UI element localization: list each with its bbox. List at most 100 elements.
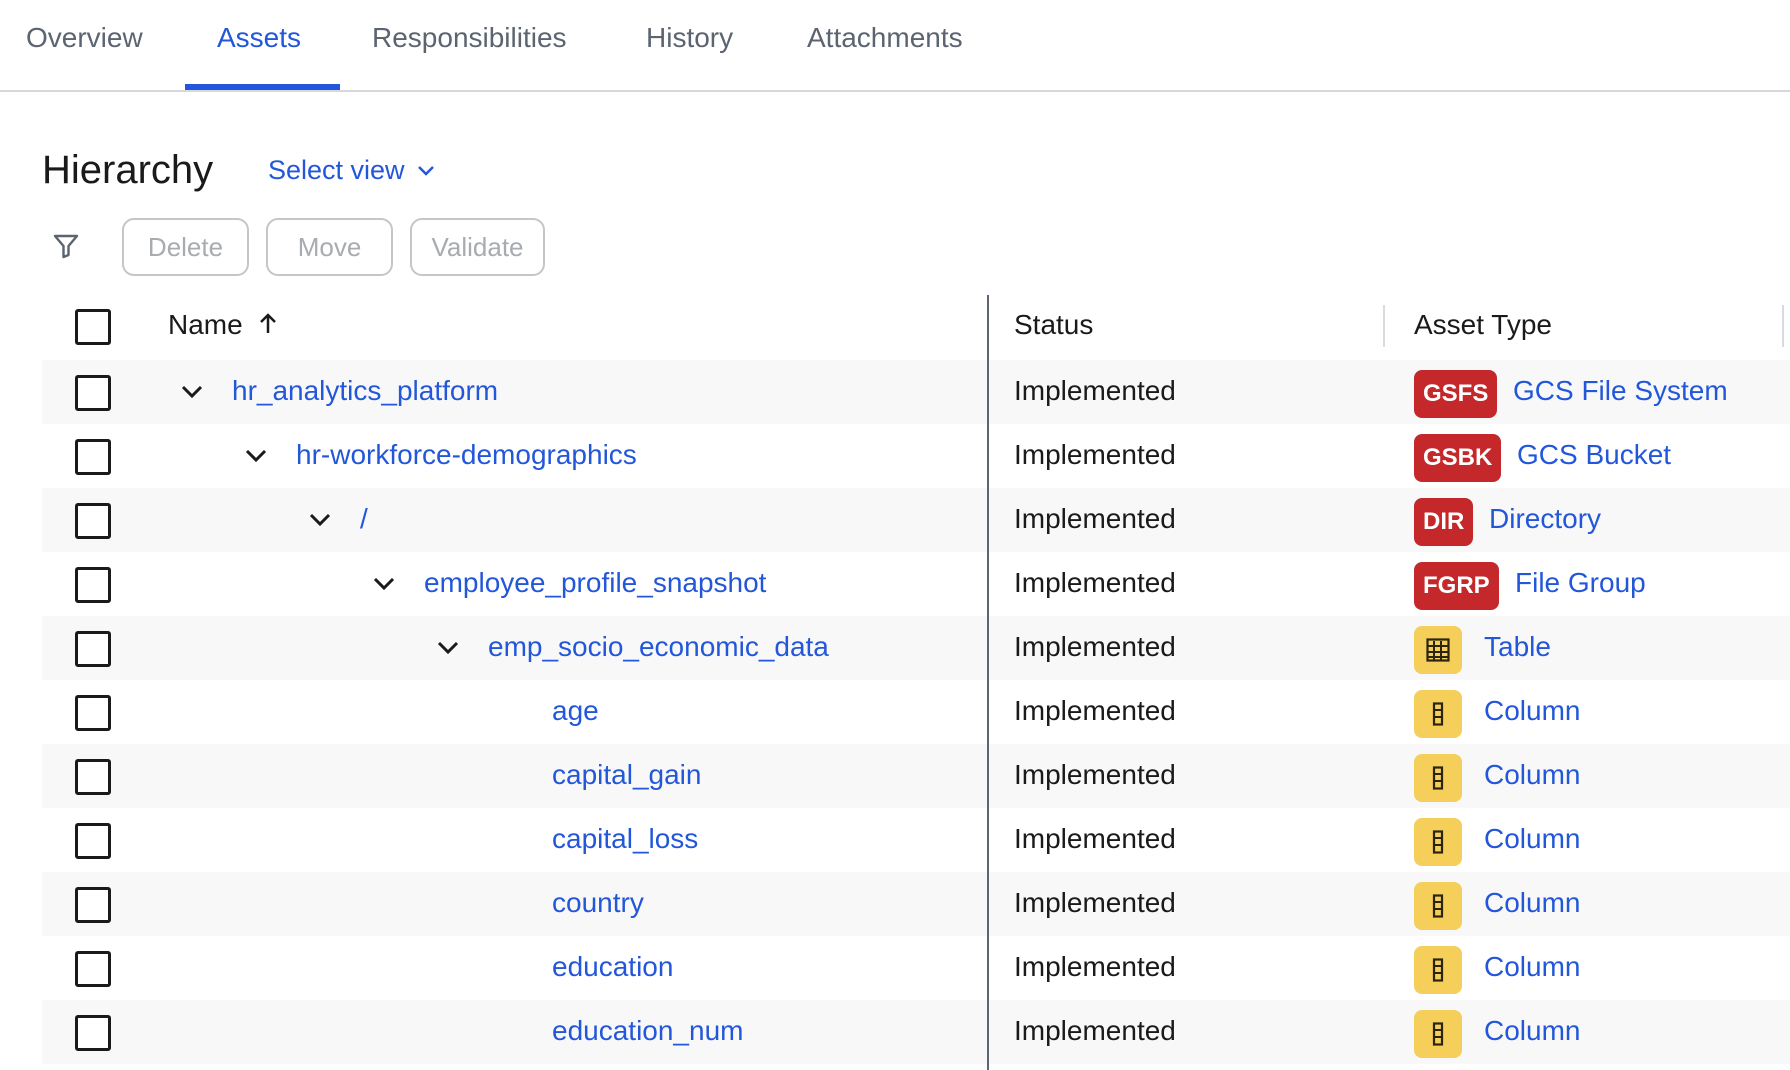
page-title: Hierarchy (42, 148, 214, 192)
status-column-header[interactable]: Status (1014, 309, 1094, 340)
column-icon (1432, 1022, 1444, 1046)
status-value: Implemented (1014, 823, 1176, 854)
asset-name-link[interactable]: capital_gain (552, 759, 702, 790)
chevron-down-icon[interactable] (242, 442, 270, 470)
select-view-label: Select view (268, 155, 405, 185)
status-value: Implemented (1014, 567, 1176, 598)
asset-type-badge: GSFS (1414, 370, 1498, 418)
row-checkbox[interactable] (75, 887, 111, 923)
asset-name-link[interactable]: education (552, 951, 674, 982)
row-checkbox[interactable] (75, 951, 111, 987)
validate-button[interactable]: Validate (410, 218, 545, 276)
asset-name-link[interactable]: country (552, 887, 644, 918)
status-value: Implemented (1014, 439, 1176, 470)
asset-type-badge (1414, 818, 1462, 866)
asset-type-link[interactable]: Column (1484, 951, 1581, 982)
asset-name-link[interactable]: education_num (552, 1015, 744, 1046)
hierarchy-table: Name Status Asset Type hr_analytics_plat… (42, 295, 1790, 1070)
asset-name-link[interactable]: emp_socio_economic_data (488, 631, 829, 662)
select-all-checkbox[interactable] (75, 309, 111, 345)
asset-name-link[interactable]: age (552, 695, 599, 726)
row-checkbox[interactable] (75, 375, 111, 411)
table-row[interactable]: / Implemented DIR Directory (42, 488, 1790, 552)
asset-type-badge (1414, 754, 1462, 802)
column-resize-handle[interactable] (1782, 305, 1784, 347)
asset-type-badge: GSBK (1414, 434, 1502, 482)
chevron-down-icon[interactable] (434, 634, 462, 662)
active-tab-indicator (185, 84, 340, 90)
asset-type-badge: FGRP (1414, 562, 1499, 610)
table-icon (1426, 638, 1450, 662)
tab-attachments[interactable]: Attachments (807, 22, 963, 53)
column-icon (1432, 958, 1444, 982)
status-value: Implemented (1014, 375, 1176, 406)
select-view-dropdown[interactable]: Select view (268, 155, 435, 186)
sort-ascending-icon (260, 313, 277, 333)
status-value: Implemented (1014, 1015, 1176, 1046)
asset-type-column-header[interactable]: Asset Type (1414, 309, 1553, 340)
table-row[interactable]: emp_socio_economic_data Implemented Table (42, 616, 1790, 680)
row-checkbox[interactable] (75, 503, 111, 539)
asset-type-link[interactable]: GCS File System (1513, 375, 1728, 406)
asset-type-link[interactable]: Column (1484, 759, 1581, 790)
asset-name-link[interactable]: hr-workforce-demographics (296, 439, 637, 470)
row-checkbox[interactable] (75, 823, 111, 859)
chevron-down-icon[interactable] (178, 378, 206, 406)
table-header: Name Status Asset Type (42, 295, 1790, 360)
table-row[interactable]: capital_loss Implemented Column (42, 808, 1790, 872)
status-value: Implemented (1014, 631, 1176, 662)
asset-type-link[interactable]: Column (1484, 823, 1581, 854)
asset-type-link[interactable]: Column (1484, 1015, 1581, 1046)
table-row[interactable]: age Implemented Column (42, 680, 1790, 744)
row-checkbox[interactable] (75, 567, 111, 603)
asset-type-link[interactable]: Column (1484, 695, 1581, 726)
name-column-header[interactable]: Name (168, 309, 280, 341)
tab-responsibilities[interactable]: Responsibilities (372, 22, 567, 53)
row-checkbox[interactable] (75, 1015, 111, 1051)
row-checkbox[interactable] (75, 439, 111, 475)
asset-name-link[interactable]: hr_analytics_platform (232, 375, 499, 406)
table-row[interactable]: country Implemented Column (42, 872, 1790, 936)
asset-type-badge (1414, 690, 1462, 738)
table-row[interactable]: education Implemented Column (42, 936, 1790, 1000)
filter-icon[interactable] (52, 232, 80, 260)
column-icon (1432, 894, 1444, 918)
tab-bar: Overview Assets Responsibilities History… (0, 0, 1790, 92)
asset-type-badge (1414, 626, 1462, 674)
row-checkbox[interactable] (75, 695, 111, 731)
tab-assets[interactable]: Assets (217, 22, 302, 53)
table-row[interactable]: capital_gain Implemented Column (42, 744, 1790, 808)
name-header-label: Name (168, 309, 243, 340)
table-row[interactable]: education_num Implemented Column (42, 1000, 1790, 1064)
column-icon (1432, 702, 1444, 726)
table-row[interactable]: employee_profile_snapshot Implemented FGRP… (42, 552, 1790, 616)
asset-type-badge: DIR (1414, 498, 1474, 546)
status-value: Implemented (1014, 503, 1176, 534)
column-icon (1432, 766, 1444, 790)
chevron-down-icon[interactable] (370, 570, 398, 598)
status-value: Implemented (1014, 695, 1176, 726)
asset-type-link[interactable]: File Group (1515, 567, 1646, 598)
status-value: Implemented (1014, 951, 1176, 982)
row-checkbox[interactable] (75, 759, 111, 795)
column-divider[interactable] (987, 295, 989, 1070)
chevron-down-icon (417, 165, 434, 176)
asset-type-badge (1414, 1010, 1462, 1058)
asset-name-link[interactable]: capital_loss (552, 823, 699, 854)
chevron-down-icon[interactable] (306, 506, 334, 534)
asset-name-link[interactable]: / (360, 503, 368, 534)
column-icon (1432, 830, 1444, 854)
asset-type-link[interactable]: Column (1484, 887, 1581, 918)
tab-history[interactable]: History (646, 22, 734, 53)
table-row[interactable]: hr_analytics_platform Implemented GSFS GCS … (42, 360, 1790, 424)
asset-name-link[interactable]: employee_profile_snapshot (424, 567, 767, 598)
tab-overview[interactable]: Overview (26, 22, 143, 53)
column-resize-handle[interactable] (1383, 305, 1385, 347)
table-row[interactable]: hr-workforce-demographics Implemented GSBK… (42, 424, 1790, 488)
delete-button[interactable]: Delete (122, 218, 249, 276)
row-checkbox[interactable] (75, 631, 111, 667)
asset-type-link[interactable]: Table (1484, 631, 1551, 662)
move-button[interactable]: Move (266, 218, 393, 276)
asset-type-link[interactable]: GCS Bucket (1517, 439, 1672, 470)
asset-type-link[interactable]: Directory (1489, 503, 1602, 534)
